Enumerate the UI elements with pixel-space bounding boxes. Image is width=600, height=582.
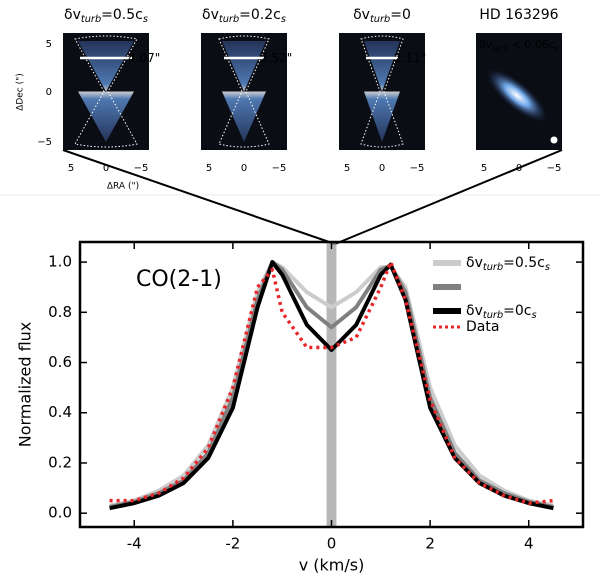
panel-x-tick: 5 xyxy=(481,163,487,174)
panel-x-label: ΔRA (") xyxy=(107,182,139,192)
y-tick-label: 0.4 xyxy=(48,403,72,421)
legend-label: δvturb=0cs xyxy=(466,303,537,321)
outflow-cone xyxy=(364,91,400,142)
panel-x-tick: −5 xyxy=(547,163,562,174)
panel-x-tick: −5 xyxy=(410,163,425,174)
subscript: s xyxy=(143,14,148,25)
text-part: Data xyxy=(466,319,499,335)
subscript: s xyxy=(545,262,550,273)
contour xyxy=(360,35,404,148)
panel-x-tick: 5 xyxy=(344,163,350,174)
y-tick-label: 1.0 xyxy=(48,253,72,271)
model-line xyxy=(109,260,554,511)
shaded-band xyxy=(326,242,337,527)
outflow-cone xyxy=(364,41,400,92)
text-part: δv xyxy=(64,7,81,23)
panel-y-tick: −5 xyxy=(37,137,52,148)
text-part: =0 xyxy=(390,7,411,23)
panel-note: δvturb < 0.06cs xyxy=(479,38,559,53)
annotation: CO(2-1) xyxy=(136,267,222,292)
panel-y-tick: 5 xyxy=(46,39,52,50)
subscript: turb xyxy=(81,14,101,25)
y-tick-label: 0.6 xyxy=(48,353,72,371)
model-line xyxy=(109,260,554,509)
subscript: turb xyxy=(492,44,508,53)
panel-title: δvturb=0 xyxy=(353,7,411,25)
panel-x-tick: 5 xyxy=(206,163,212,174)
text-part: HD 163296 xyxy=(479,7,558,23)
text-part: =0.5c xyxy=(101,7,143,23)
outflow-cone xyxy=(78,91,134,142)
text-part: δv xyxy=(466,303,483,319)
text-part: =0.5c xyxy=(503,255,545,271)
x-axis-label: v (km/s) xyxy=(299,556,365,575)
y-axis-label: Normalized flux xyxy=(16,322,35,448)
subscript: turb xyxy=(370,14,390,25)
subscript: s xyxy=(281,14,286,25)
panel-x-tick: −5 xyxy=(272,163,287,174)
text-part: =0.2c xyxy=(239,7,281,23)
legend-label: δvturb=0.5cs xyxy=(466,255,550,273)
panel-title: HD 163296 xyxy=(479,7,558,23)
panel-x-tick: −5 xyxy=(134,163,149,174)
panel-x-tick: 5 xyxy=(68,163,74,174)
panel-x-tick: 0 xyxy=(516,163,522,174)
panel-title: δvturb=0.2cs xyxy=(202,7,286,25)
size-label: 2.11" xyxy=(394,51,426,65)
panel-x-tick: 0 xyxy=(103,163,109,174)
text-part: 4.07" xyxy=(128,51,160,65)
y-tick-label: 0.0 xyxy=(48,504,72,522)
text-part: δv xyxy=(479,38,493,51)
outflow-cone xyxy=(222,41,266,92)
panel-y-tick: 0 xyxy=(46,87,52,98)
x-tick-label: 4 xyxy=(524,535,534,553)
text-part: δv xyxy=(353,7,370,23)
model-line xyxy=(109,260,554,508)
subscript: s xyxy=(532,310,537,321)
text-part: < 0.06c xyxy=(508,38,555,51)
x-tick-label: -2 xyxy=(225,535,240,553)
panel-x-tick: 0 xyxy=(241,163,247,174)
y-tick-label: 0.2 xyxy=(48,453,72,471)
size-label: 4.07" xyxy=(128,51,160,65)
legend-label: Data xyxy=(466,319,499,335)
panel-x-tick: 0 xyxy=(379,163,385,174)
subscript: turb xyxy=(483,310,503,321)
beam xyxy=(550,136,558,144)
x-tick-label: 0 xyxy=(327,535,337,553)
disk-emission xyxy=(486,69,548,122)
text-part: 2.52" xyxy=(260,51,292,65)
contour xyxy=(74,35,138,148)
outflow-cone xyxy=(222,91,266,142)
x-tick-label: 2 xyxy=(425,535,435,553)
text-part: =0c xyxy=(503,303,531,319)
x-tick-label: -4 xyxy=(127,535,142,553)
zoom-line xyxy=(334,149,563,245)
text-part: 2.11" xyxy=(394,51,426,65)
text-part: δv xyxy=(202,7,219,23)
outflow-cone xyxy=(78,41,134,92)
subscript: s xyxy=(555,44,559,53)
y-tick-label: 0.8 xyxy=(48,303,72,321)
data-line xyxy=(109,260,554,505)
zoom-line xyxy=(62,149,336,245)
size-label: 2.52" xyxy=(260,51,292,65)
panel-y-label: ΔDec (") xyxy=(16,73,26,111)
subscript: turb xyxy=(483,262,503,273)
contour xyxy=(218,35,270,148)
text-part: δv xyxy=(466,255,483,271)
subscript: turb xyxy=(219,14,239,25)
panel-title: δvturb=0.5cs xyxy=(64,7,148,25)
